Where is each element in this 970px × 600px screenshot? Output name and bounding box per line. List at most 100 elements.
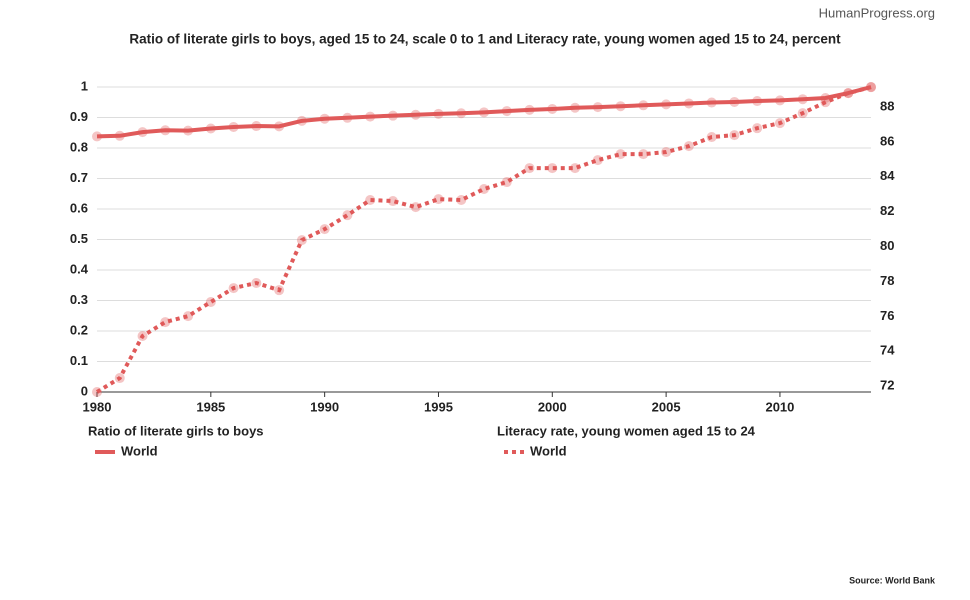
data-point: [479, 107, 489, 118]
data-point: [114, 130, 125, 141]
data-point: [433, 194, 444, 205]
data-point: [274, 285, 285, 296]
data-point: [365, 195, 376, 206]
data-point: [683, 141, 694, 152]
data-point: [615, 101, 626, 112]
data-point: [183, 311, 194, 322]
data-point: [820, 97, 831, 108]
data-point: [774, 118, 785, 129]
data-point: [114, 373, 125, 384]
data-point: [137, 331, 148, 342]
data-point: [501, 177, 512, 188]
data-point: [342, 112, 353, 123]
data-point: [729, 96, 740, 107]
data-point: [228, 283, 239, 294]
data-point: [638, 149, 649, 160]
y-tick-label: 0.7: [70, 170, 88, 185]
watermark: HumanProgress.org: [819, 5, 935, 20]
legend-group-title: Ratio of literate girls to boys: [88, 423, 264, 438]
data-point: [683, 98, 694, 109]
data-point: [251, 278, 262, 289]
data-point: [296, 235, 307, 246]
y2-tick-label: 86: [880, 133, 894, 148]
data-point: [797, 108, 808, 119]
y-tick-label: 0.9: [70, 109, 88, 124]
data-point: [524, 104, 535, 115]
data-point: [274, 121, 285, 132]
y-tick-label: 0.2: [70, 322, 88, 337]
data-point: [319, 113, 330, 124]
data-point: [752, 96, 763, 107]
legend-label: World: [530, 443, 567, 458]
data-point: [752, 123, 763, 134]
x-tick-label: 2005: [652, 399, 681, 414]
data-point: [137, 127, 148, 138]
y-tick-label: 1: [81, 78, 88, 93]
data-point: [592, 155, 603, 166]
chart-title: Ratio of literate girls to boys, aged 15…: [129, 32, 841, 47]
data-point: [638, 100, 649, 111]
y2-tick-label: 78: [880, 273, 894, 288]
data-point: [410, 109, 421, 120]
data-point: [820, 92, 831, 103]
y2-tick-label: 84: [880, 168, 895, 183]
data-point: [866, 82, 876, 93]
data-point: [92, 131, 102, 142]
data-point: [547, 163, 558, 174]
data-point: [433, 108, 444, 119]
x-tick-label: 1980: [83, 399, 112, 414]
data-point: [456, 195, 467, 206]
data-point: [615, 149, 626, 160]
data-point: [592, 102, 603, 113]
data-point: [183, 125, 194, 136]
y-tick-label: 0.4: [70, 261, 89, 276]
data-point: [319, 224, 330, 235]
data-point: [524, 163, 535, 174]
data-point: [160, 317, 171, 328]
y2-tick-label: 72: [880, 378, 894, 393]
y2-tick-label: 88: [880, 98, 894, 113]
data-point: [251, 121, 262, 132]
data-point: [547, 103, 558, 114]
data-point: [228, 121, 239, 132]
y-tick-label: 0: [81, 383, 88, 398]
data-point: [410, 202, 421, 213]
data-point: [342, 210, 353, 221]
x-tick-label: 1985: [196, 399, 225, 414]
data-point: [661, 99, 672, 110]
y-tick-label: 0.1: [70, 353, 88, 368]
data-point: [456, 108, 467, 119]
y2-tick-label: 80: [880, 238, 894, 253]
source: Source: World Bank: [849, 575, 936, 585]
data-point: [387, 196, 398, 207]
y-tick-label: 0.6: [70, 200, 88, 215]
legend-label: World: [121, 443, 158, 458]
x-tick-label: 2000: [538, 399, 567, 414]
y-tick-label: 0.5: [70, 231, 88, 246]
data-point: [92, 387, 102, 397]
data-point: [160, 125, 171, 136]
data-point: [706, 97, 717, 108]
x-tick-label: 1995: [424, 399, 453, 414]
y-tick-label: 0.8: [70, 139, 88, 154]
y-tick-label: 0.3: [70, 292, 88, 307]
data-point: [797, 94, 808, 105]
data-point: [296, 115, 307, 126]
data-point: [729, 130, 740, 141]
data-point: [774, 95, 785, 106]
series-line: [96, 85, 872, 139]
legend-group-title: Literacy rate, young women aged 15 to 24: [497, 423, 756, 438]
data-point: [843, 88, 854, 99]
x-tick-label: 2010: [765, 399, 794, 414]
y2-tick-label: 82: [880, 203, 894, 218]
data-point: [205, 123, 216, 134]
data-point: [365, 111, 376, 122]
data-point: [387, 110, 398, 121]
data-point: [501, 106, 512, 117]
data-point: [570, 102, 581, 113]
y2-tick-label: 74: [880, 343, 895, 358]
data-point: [706, 132, 717, 143]
data-point: [661, 147, 672, 158]
series-line: [95, 85, 872, 394]
